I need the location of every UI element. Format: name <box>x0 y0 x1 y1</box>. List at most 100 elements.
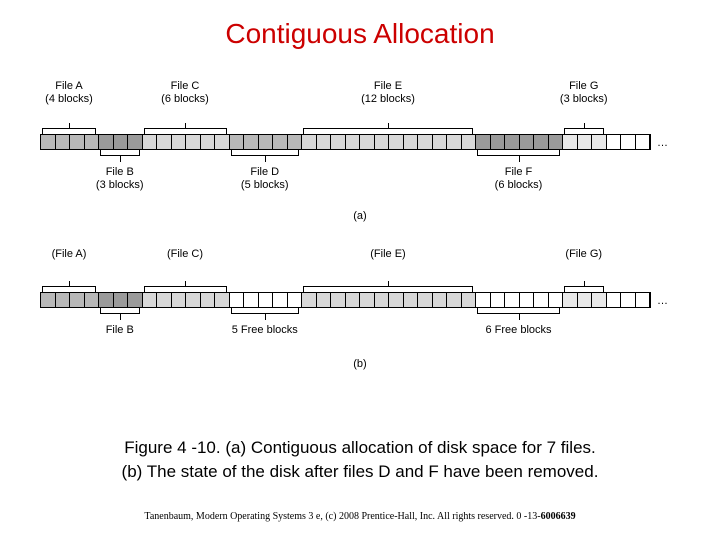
disk-block <box>302 293 317 307</box>
caption-line-2: (b) The state of the disk after files D … <box>122 462 599 481</box>
disk-block <box>288 293 303 307</box>
disk-block <box>549 293 564 307</box>
caption-line-1: Figure 4 -10. (a) Contiguous allocation … <box>124 438 596 457</box>
brace <box>100 150 140 156</box>
disk-block <box>99 293 114 307</box>
disk-block <box>375 135 390 149</box>
disk-block <box>85 135 100 149</box>
disk-block <box>114 135 129 149</box>
disk-block <box>534 135 549 149</box>
sub-caption-a: (a) <box>40 210 680 222</box>
disk-block <box>186 293 201 307</box>
ellipsis-icon: … <box>657 293 668 309</box>
file-label: (File A) <box>52 248 87 261</box>
disk-block <box>331 135 346 149</box>
brace <box>231 150 300 156</box>
disk-block <box>404 293 419 307</box>
disk-block <box>520 135 535 149</box>
b-top-braces <box>40 280 680 292</box>
disk-block <box>346 135 361 149</box>
brace <box>477 308 560 314</box>
disk-block <box>505 293 520 307</box>
disk-block <box>636 135 651 149</box>
b-bot-labels: File B5 Free blocks6 Free blocks <box>40 320 680 352</box>
disk-block <box>534 293 549 307</box>
disk-block <box>607 135 622 149</box>
file-label: 5 Free blocks <box>232 324 298 337</box>
disk-block <box>99 135 114 149</box>
ellipsis-icon: … <box>657 135 668 151</box>
disk-block <box>592 135 607 149</box>
sub-caption-b: (b) <box>40 358 680 370</box>
disk-block <box>41 135 56 149</box>
disk-block <box>201 135 216 149</box>
disk-block <box>215 135 230 149</box>
footer-credit: Tanenbaum, Modern Operating Systems 3 e,… <box>0 511 720 522</box>
disk-block <box>143 135 158 149</box>
a-bot-braces <box>40 150 680 162</box>
disk-block <box>360 293 375 307</box>
disk-block <box>215 293 230 307</box>
brace <box>477 150 560 156</box>
file-label: (File G) <box>565 248 602 261</box>
disk-block <box>273 135 288 149</box>
disk-block <box>317 135 332 149</box>
disk-block <box>505 135 520 149</box>
disk-block <box>259 293 274 307</box>
disk-block <box>476 135 491 149</box>
disk-block <box>172 135 187 149</box>
disk-block <box>201 293 216 307</box>
disk-block <box>186 135 201 149</box>
disk-block <box>41 293 56 307</box>
disk-block <box>433 293 448 307</box>
disk-block <box>143 293 158 307</box>
disk-block <box>230 293 245 307</box>
file-label: File E(12 blocks) <box>361 80 415 105</box>
disk-block <box>491 135 506 149</box>
file-label: File B(3 blocks) <box>96 166 144 191</box>
diagram-area: File A(4 blocks)File C(6 blocks)File E(1… <box>40 80 680 370</box>
disk-block <box>520 293 535 307</box>
disk-block <box>447 135 462 149</box>
disk-block <box>389 135 404 149</box>
disk-block <box>157 293 172 307</box>
disk-block <box>302 135 317 149</box>
disk-block <box>433 135 448 149</box>
brace <box>231 308 300 314</box>
disk-block <box>172 293 187 307</box>
disk-block <box>389 293 404 307</box>
disk-block <box>70 293 85 307</box>
disk-block <box>56 135 71 149</box>
disk-block <box>418 293 433 307</box>
page-title: Contiguous Allocation <box>0 0 720 50</box>
file-label: 6 Free blocks <box>485 324 551 337</box>
disk-block <box>346 293 361 307</box>
b-bot-braces <box>40 308 680 320</box>
disk-block <box>128 135 143 149</box>
disk-block <box>607 293 622 307</box>
disk-block <box>331 293 346 307</box>
disk-block <box>592 293 607 307</box>
footer-isbn: 6006639 <box>541 511 576 522</box>
file-label: File F(6 blocks) <box>495 166 543 191</box>
file-label: File C(6 blocks) <box>161 80 209 105</box>
file-label: File G(3 blocks) <box>560 80 608 105</box>
disk-block <box>273 293 288 307</box>
disk-block <box>404 135 419 149</box>
disk-block <box>563 135 578 149</box>
disk-block <box>563 293 578 307</box>
b-top-labels: (File A)(File C)(File E)(File G) <box>40 248 680 280</box>
disk-block <box>462 135 477 149</box>
a-top-labels: File A(4 blocks)File C(6 blocks)File E(1… <box>40 80 680 122</box>
disk-block <box>230 135 245 149</box>
disk-block <box>491 293 506 307</box>
disk-block <box>259 135 274 149</box>
disk-block <box>244 135 259 149</box>
footer-text: Tanenbaum, Modern Operating Systems 3 e,… <box>144 511 540 522</box>
brace <box>100 308 140 314</box>
disk-block <box>476 293 491 307</box>
file-label: (File E) <box>370 248 405 261</box>
a-strip: … <box>40 134 651 150</box>
figure-caption: Figure 4 -10. (a) Contiguous allocation … <box>0 436 720 485</box>
disk-block <box>549 135 564 149</box>
